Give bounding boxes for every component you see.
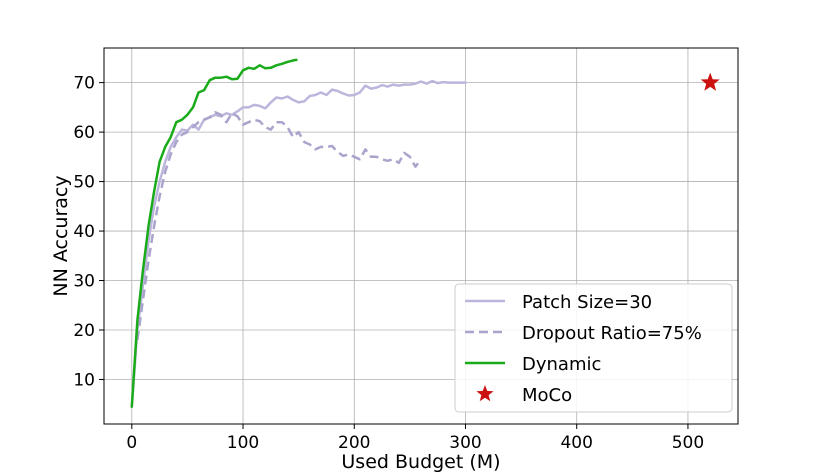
moco-legend-label: MoCo xyxy=(522,385,572,406)
y-tick-label: 40 xyxy=(73,222,95,242)
series-layer xyxy=(130,58,720,408)
dropout-ratio-75-series-line xyxy=(136,111,422,341)
x-tick-label: 200 xyxy=(338,433,370,453)
y-tick-label: 10 xyxy=(73,370,95,390)
axis-ticks: 0 100 200 300 400 500 10 20 30 40 50 60 70 xyxy=(73,74,704,453)
x-tick-label: 100 xyxy=(227,433,259,453)
x-tick-label: 400 xyxy=(560,433,592,453)
x-axis-title: Used Budget (M) xyxy=(341,451,500,473)
moco-star-marker xyxy=(700,72,720,91)
x-tick-label: 0 xyxy=(126,433,137,453)
y-tick-label: 50 xyxy=(73,173,95,193)
y-tick-label: 70 xyxy=(73,74,95,94)
dropout-ratio-75-legend-label: Dropout Ratio=75% xyxy=(522,323,702,344)
dynamic-legend-label: Dynamic xyxy=(522,354,601,375)
x-tick-label: 500 xyxy=(672,433,704,453)
y-tick-label: 60 xyxy=(73,123,95,143)
y-tick-label: 20 xyxy=(73,321,95,341)
legend-box xyxy=(454,283,733,413)
legend: Patch Size=30 Dropout Ratio=75% Dynamic MoC… xyxy=(454,283,733,413)
x-tick-label: 300 xyxy=(449,433,481,453)
patch-size-30-legend-label: Patch Size=30 xyxy=(522,292,652,313)
y-axis-title: NN Accuracy xyxy=(50,175,72,296)
plot-frame xyxy=(103,47,739,425)
moco-legend-marker xyxy=(476,385,494,402)
dynamic-series-line xyxy=(130,58,298,408)
patch-size-30-series-line xyxy=(130,79,467,408)
y-tick-label: 30 xyxy=(73,272,95,292)
